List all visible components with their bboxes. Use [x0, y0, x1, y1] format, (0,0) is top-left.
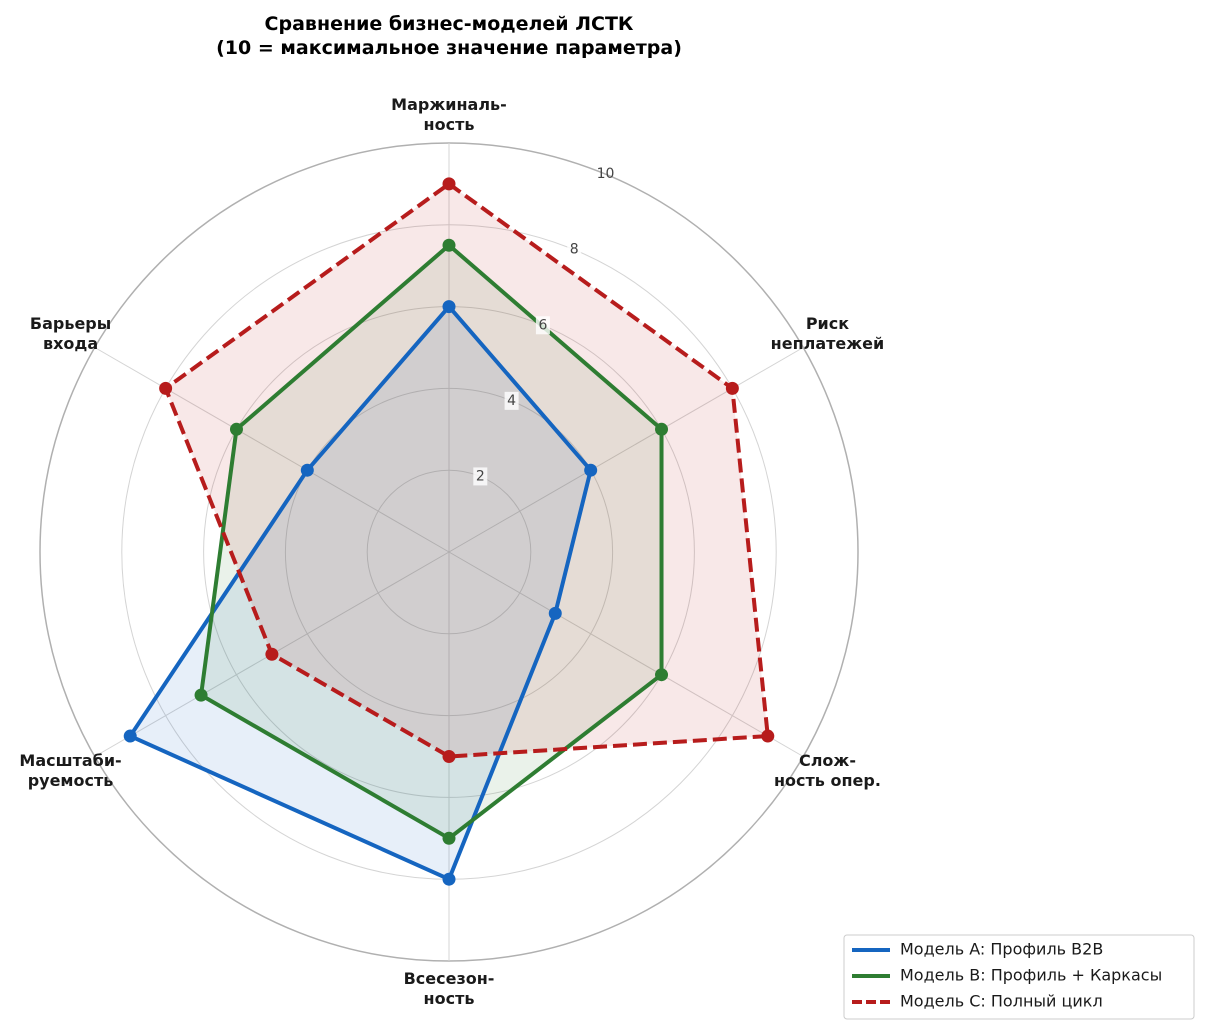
axis-label: Барьеры входа	[29, 313, 112, 353]
r-tick-label: 8	[570, 242, 579, 258]
data-point	[584, 463, 598, 477]
tick-label-bg	[535, 316, 550, 335]
series-area	[201, 245, 662, 839]
data-point	[548, 606, 562, 620]
legend-label: Модель A: Профиль B2B	[900, 940, 1103, 959]
r-tick-label: 4	[507, 393, 516, 409]
data-point	[442, 750, 456, 763]
data-point	[265, 647, 279, 661]
data-point	[761, 729, 775, 743]
tick-label-bg	[567, 240, 582, 259]
r-tick-label: 6	[538, 317, 547, 333]
data-point	[229, 422, 243, 436]
tick-label-bg	[504, 391, 519, 410]
data-point	[442, 300, 456, 314]
axis-label: Всесезон- ность	[403, 969, 495, 1008]
data-point	[123, 729, 137, 743]
data-point	[725, 381, 739, 395]
data-point	[300, 463, 314, 477]
legend-box	[843, 934, 1195, 1020]
legend-label: Модель C: Полный цикл	[900, 992, 1103, 1011]
r-tick-label: 2	[476, 468, 485, 484]
data-point	[442, 238, 456, 252]
tick-label-bg	[473, 467, 488, 486]
legend-label: Модель B: Профиль + Каркасы	[900, 966, 1162, 985]
series-area	[165, 183, 768, 757]
data-point	[194, 688, 208, 702]
axis-label: Маржиналь- ность	[391, 95, 507, 134]
data-point	[442, 831, 456, 845]
legend: Модель A: Профиль B2B Модель B: Профиль +…	[843, 934, 1195, 1020]
spoke	[448, 347, 804, 553]
axis-label: Риск неплатежей	[770, 313, 885, 353]
axis-label: Слож- ность опер.	[773, 750, 881, 790]
data-point	[655, 422, 669, 436]
data-point	[159, 381, 173, 395]
data-point	[442, 872, 456, 886]
r-tick-label: 10	[597, 166, 615, 182]
series-area	[130, 306, 591, 880]
data-point	[442, 177, 456, 191]
chart-title: Сравнение бизнес-моделей ЛСТК (10 = макс…	[216, 13, 682, 59]
spoke	[448, 551, 804, 757]
axis-label: Масштаби- руемость	[19, 750, 122, 790]
spoke	[94, 347, 450, 553]
data-point	[655, 668, 669, 682]
